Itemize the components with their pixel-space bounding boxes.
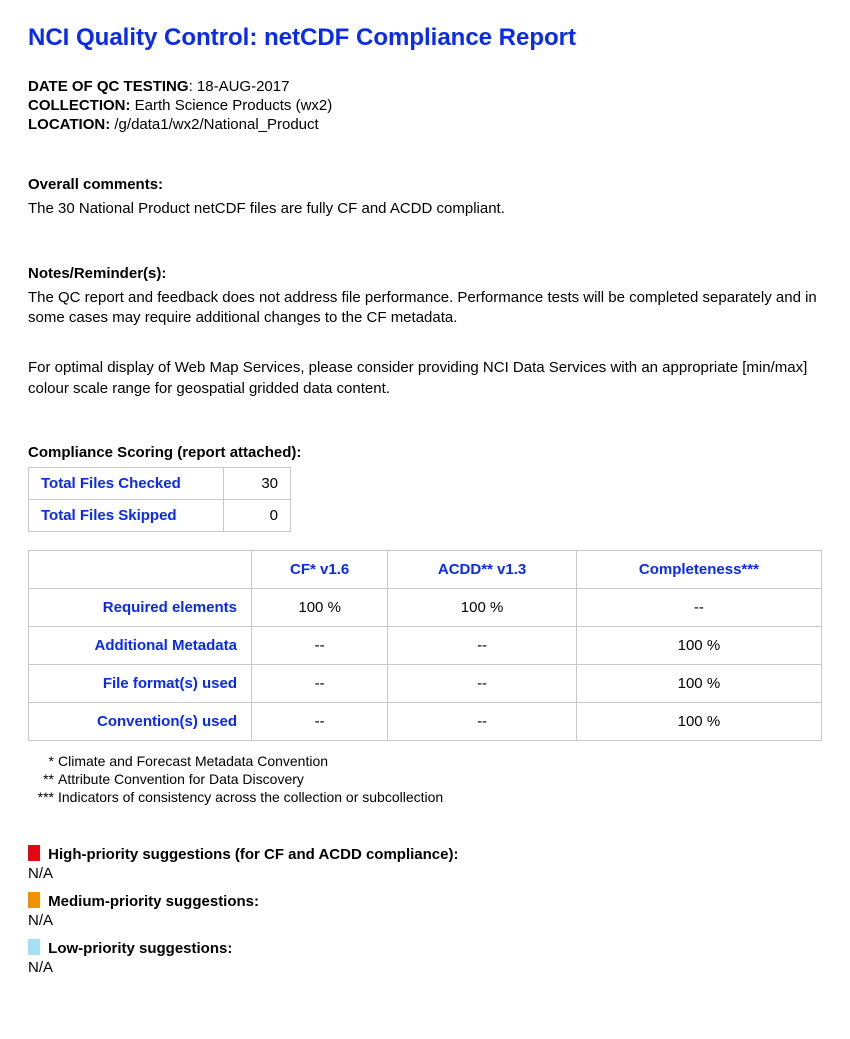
cell: 100 % <box>576 665 821 703</box>
footnote-stars: ** <box>28 771 54 787</box>
footnote-stars: *** <box>28 789 54 805</box>
summary-label: Total Files Checked <box>29 468 224 500</box>
swatch-high-icon <box>28 845 40 861</box>
row-header: Required elements <box>29 589 252 627</box>
meta-location-value: /g/data1/wx2/National_Product <box>114 116 318 133</box>
col-header: Completeness*** <box>576 551 821 589</box>
footnotes: *Climate and Forecast Metadata Conventio… <box>28 753 822 805</box>
priority-medium-label: Medium-priority suggestions: <box>48 893 259 910</box>
cell: -- <box>252 627 388 665</box>
meta-date-label: DATE OF QC TESTING <box>28 78 189 95</box>
priority-medium-value: N/A <box>28 912 822 929</box>
priority-medium: Medium-priority suggestions: <box>28 892 822 910</box>
table-row: Additional Metadata -- -- 100 % <box>29 627 822 665</box>
page-title: NCI Quality Control: netCDF Compliance R… <box>28 24 822 52</box>
priority-high-value: N/A <box>28 865 822 882</box>
row-header: Convention(s) used <box>29 703 252 741</box>
swatch-medium-icon <box>28 892 40 908</box>
footnote-text: Climate and Forecast Metadata Convention <box>58 753 328 769</box>
meta-date-value: 18-AUG-2017 <box>197 78 290 95</box>
cell: -- <box>252 703 388 741</box>
table-row: Total Files Skipped 0 <box>29 500 291 532</box>
footnote: ***Indicators of consistency across the … <box>28 789 822 805</box>
meta-collection-label: COLLECTION: <box>28 97 131 114</box>
meta-collection-value: Earth Science Products (wx2) <box>135 97 333 114</box>
cell: -- <box>252 665 388 703</box>
scoring-heading: Compliance Scoring (report attached): <box>28 443 822 463</box>
priority-low-label: Low-priority suggestions: <box>48 940 232 957</box>
footnote: **Attribute Convention for Data Discover… <box>28 771 822 787</box>
summary-table: Total Files Checked 30 Total Files Skipp… <box>28 467 291 532</box>
table-row: Required elements 100 % 100 % -- <box>29 589 822 627</box>
table-header-row: CF* v1.6 ACDD** v1.3 Completeness*** <box>29 551 822 589</box>
footnote-text: Indicators of consistency across the col… <box>58 789 443 805</box>
cell: -- <box>388 665 577 703</box>
footnote: *Climate and Forecast Metadata Conventio… <box>28 753 822 769</box>
cell: -- <box>388 703 577 741</box>
cell: -- <box>388 627 577 665</box>
table-row: Total Files Checked 30 <box>29 468 291 500</box>
cell: 100 % <box>252 589 388 627</box>
col-header: CF* v1.6 <box>252 551 388 589</box>
notes-p2: For optimal display of Web Map Services,… <box>28 358 822 399</box>
priority-high: High-priority suggestions (for CF and AC… <box>28 845 822 863</box>
cell: -- <box>576 589 821 627</box>
cell: 100 % <box>576 627 821 665</box>
summary-value: 0 <box>224 500 291 532</box>
col-header <box>29 551 252 589</box>
priority-low-value: N/A <box>28 959 822 976</box>
row-header: Additional Metadata <box>29 627 252 665</box>
footnote-text: Attribute Convention for Data Discovery <box>58 771 304 787</box>
notes-heading: Notes/Reminder(s): <box>28 264 822 284</box>
swatch-low-icon <box>28 939 40 955</box>
cell: 100 % <box>576 703 821 741</box>
notes-p1: The QC report and feedback does not addr… <box>28 288 822 329</box>
priority-high-label: High-priority suggestions (for CF and AC… <box>48 846 458 863</box>
priority-low: Low-priority suggestions: <box>28 939 822 957</box>
comments-text: The 30 National Product netCDF files are… <box>28 199 822 219</box>
table-row: Convention(s) used -- -- 100 % <box>29 703 822 741</box>
meta-location: LOCATION: /g/data1/wx2/National_Product <box>28 116 822 133</box>
row-header: File format(s) used <box>29 665 252 703</box>
meta-location-label: LOCATION: <box>28 116 110 133</box>
comments-heading: Overall comments: <box>28 175 822 195</box>
footnote-stars: * <box>28 753 54 769</box>
summary-value: 30 <box>224 468 291 500</box>
meta-collection: COLLECTION: Earth Science Products (wx2) <box>28 97 822 114</box>
cell: 100 % <box>388 589 577 627</box>
col-header: ACDD** v1.3 <box>388 551 577 589</box>
summary-label: Total Files Skipped <box>29 500 224 532</box>
meta-date: DATE OF QC TESTING: 18-AUG-2017 <box>28 78 822 95</box>
table-row: File format(s) used -- -- 100 % <box>29 665 822 703</box>
score-table: CF* v1.6 ACDD** v1.3 Completeness*** Req… <box>28 550 822 741</box>
